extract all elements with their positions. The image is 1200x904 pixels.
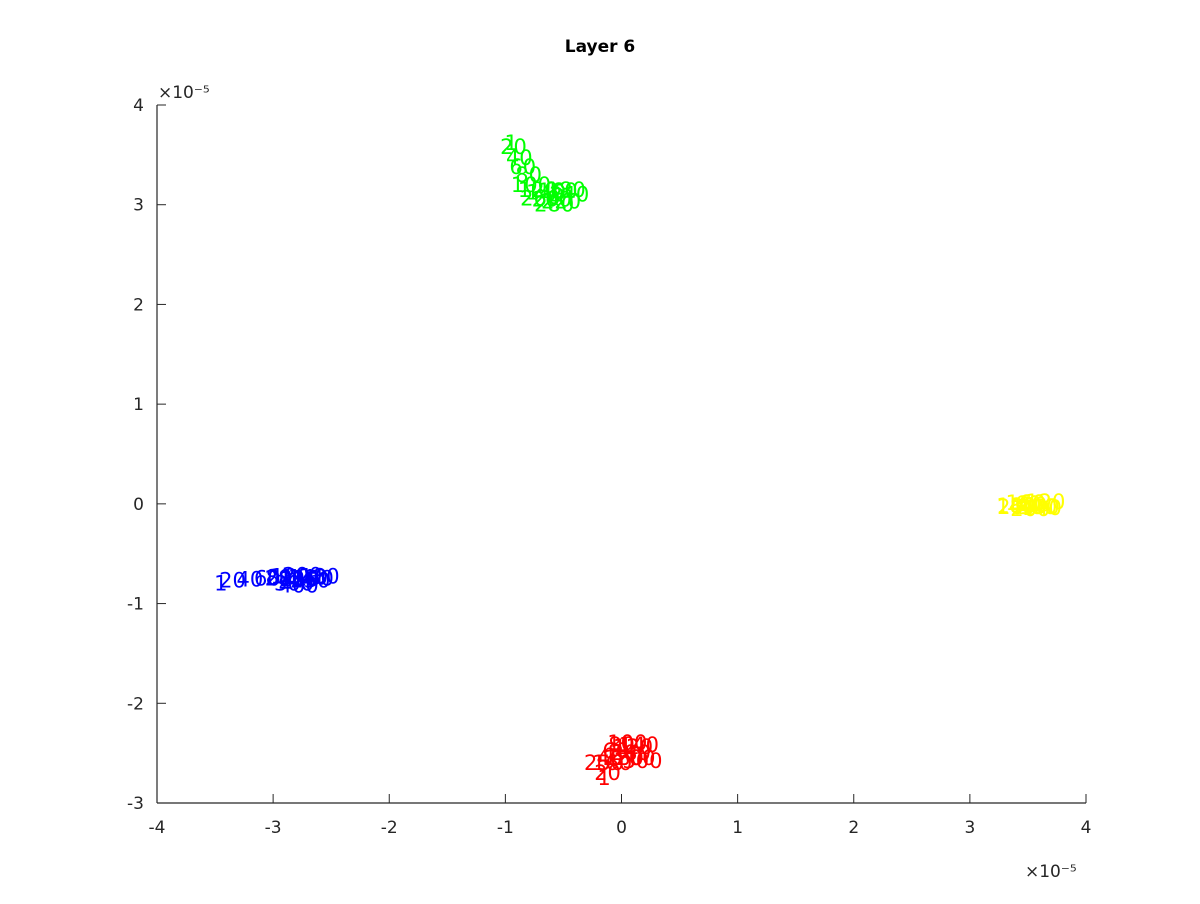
data-point-label: 60	[602, 739, 629, 763]
x-tick-label: 0	[616, 818, 627, 838]
data-point-label: 140	[1022, 496, 1062, 520]
x-tick-label: -4	[149, 818, 166, 838]
data-point-label: 180	[300, 565, 340, 589]
data-point-label: 40	[597, 746, 624, 770]
data-point-label: 60	[254, 567, 281, 591]
y-tick-label: 1	[133, 395, 144, 415]
data-point-label: 140	[288, 566, 328, 590]
y-tick-label: 4	[133, 96, 144, 116]
y-exponent-label: ×10⁻⁵	[158, 83, 210, 103]
x-tick-label: -1	[497, 818, 514, 838]
data-point-label: 280	[265, 567, 305, 591]
data-point-label: 100	[270, 565, 310, 589]
y-tick-label: 2	[133, 295, 144, 315]
y-tick-label: -2	[127, 694, 144, 714]
x-tick-label: 2	[848, 818, 859, 838]
y-tick-label: -1	[127, 595, 144, 615]
data-point-label: 140	[619, 733, 659, 757]
data-point-label: 300	[274, 572, 314, 596]
data-point-label: 300	[622, 749, 662, 773]
data-point-label: 120	[279, 568, 319, 592]
data-point-label: 80	[608, 733, 635, 757]
data-point-label: 100	[511, 173, 551, 197]
data-point-label: 200	[532, 188, 572, 212]
data-point-label: 80	[1020, 493, 1047, 517]
data-point-label: 160	[294, 567, 334, 591]
data-point-label: 280	[534, 193, 574, 217]
x-tick-label: -2	[381, 818, 398, 838]
x-exponent-label: ×10⁻⁵	[1025, 862, 1077, 882]
data-point-label: 1	[214, 572, 227, 596]
data-point-label: 160	[592, 751, 632, 775]
data-point-label: 1	[597, 766, 610, 790]
data-point-label: 1	[504, 131, 517, 155]
x-tick-label: 3	[964, 818, 975, 838]
data-point-label: 280	[611, 741, 651, 765]
data-point-label: 180	[996, 494, 1036, 518]
data-point-label: 260	[520, 187, 560, 211]
data-point-label: 20	[594, 761, 621, 785]
data-point-label: 120	[613, 735, 653, 759]
data-point-label: 160	[538, 179, 578, 203]
data-point-label: 250	[290, 569, 330, 593]
data-point-label: 180	[546, 178, 586, 202]
y-tick-label: 3	[133, 196, 144, 216]
data-point-label: 250	[584, 751, 624, 775]
data-point-label: 20	[219, 569, 246, 593]
data-point-label: 200	[1010, 497, 1050, 521]
data-point-label: 200	[615, 746, 655, 770]
data-point-label: 400	[279, 574, 319, 598]
data-point-label: 120	[518, 178, 558, 202]
x-tick-label: 1	[732, 818, 743, 838]
y-tick-label: 0	[133, 495, 144, 515]
x-tick-label: 4	[1081, 818, 1092, 838]
data-point-label: 20	[500, 135, 527, 159]
data-point-label: 140	[526, 181, 566, 205]
data-point-label: 180	[604, 746, 644, 770]
data-point-label: 100	[1020, 495, 1060, 519]
data-point-label: 80	[515, 163, 542, 187]
data-point-label: 240	[549, 183, 589, 207]
data-point-label: 60	[509, 155, 536, 179]
y-tick-label: -3	[127, 794, 144, 814]
data-point-label: 120	[1025, 490, 1065, 514]
data-points: 1204060801001201401601802002202402602801…	[214, 131, 1065, 790]
data-point-label: 160	[1006, 491, 1046, 515]
data-point-label: 300	[1017, 495, 1057, 519]
data-point-label: 40	[237, 568, 264, 592]
x-tick-label: -3	[265, 818, 282, 838]
data-point-label: 100	[607, 731, 647, 755]
data-point-label: 60	[1015, 492, 1042, 516]
data-point-label: 220	[541, 190, 581, 214]
data-point-label: 40	[1009, 494, 1036, 518]
data-point-label: 200	[282, 564, 322, 588]
data-point-label: 20	[997, 495, 1024, 519]
data-point-label: 40	[506, 146, 533, 170]
chart-title: Layer 6	[565, 37, 636, 57]
data-point-label: 80	[266, 566, 293, 590]
